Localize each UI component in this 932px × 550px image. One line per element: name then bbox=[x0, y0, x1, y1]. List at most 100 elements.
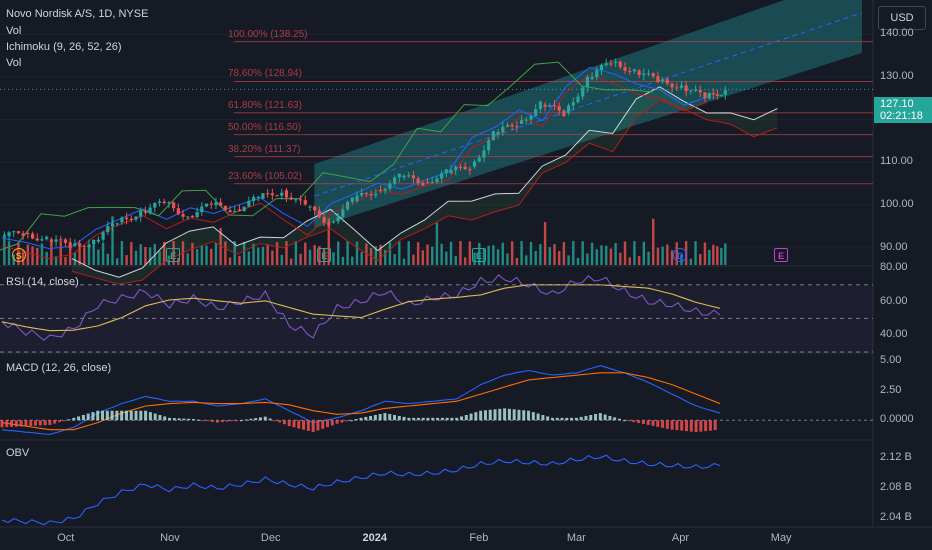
event-marker-e[interactable]: E bbox=[774, 248, 789, 262]
fib-label-2: 61.80% (121.63) bbox=[228, 99, 302, 111]
macd-histogram-bar bbox=[474, 412, 478, 421]
macd-histogram-bar bbox=[19, 420, 23, 427]
volume-bar bbox=[163, 241, 166, 265]
candle-body bbox=[73, 243, 77, 246]
volume-bar bbox=[36, 247, 39, 265]
volume-bar bbox=[670, 250, 674, 265]
event-marker-s[interactable]: S bbox=[11, 248, 26, 262]
macd-histogram-bar bbox=[440, 417, 444, 421]
candle-body bbox=[491, 131, 495, 141]
indicator-ichimoku-label[interactable]: Ichimoku (9, 26, 52, 26) bbox=[6, 41, 122, 53]
rsi-axis-tick: 80.00 bbox=[880, 261, 908, 273]
macd-histogram-bar bbox=[364, 416, 368, 421]
currency-button[interactable]: USD bbox=[878, 6, 926, 30]
macd-histogram-bar bbox=[507, 408, 511, 421]
indicator-vol-label-2[interactable]: Vol bbox=[6, 57, 22, 69]
volume-bar bbox=[520, 241, 523, 265]
volume-bar bbox=[351, 256, 354, 265]
volume-bar bbox=[384, 249, 387, 265]
event-marker-d[interactable]: D bbox=[673, 248, 688, 262]
macd-histogram-bar bbox=[10, 420, 14, 427]
macd-histogram-bar bbox=[153, 413, 157, 421]
volume-bar bbox=[134, 250, 138, 265]
macd-pane-label[interactable]: MACD (12, 26, close) bbox=[6, 362, 112, 374]
volume-bar bbox=[595, 249, 599, 265]
volume-bar bbox=[97, 249, 100, 265]
volume-bar bbox=[623, 241, 627, 265]
candle-body bbox=[204, 203, 209, 207]
macd-histogram-bar bbox=[24, 420, 28, 427]
candle-body bbox=[63, 239, 68, 243]
macd-histogram-bar bbox=[67, 419, 71, 421]
macd-histogram-bar bbox=[617, 418, 621, 421]
volume-bar bbox=[261, 246, 265, 265]
indicator-vol-label[interactable]: Vol bbox=[6, 25, 22, 37]
macd-histogram-bar bbox=[354, 419, 358, 421]
event-marker-e[interactable]: E bbox=[166, 248, 181, 262]
candle-body bbox=[251, 197, 256, 201]
volume-bar bbox=[64, 257, 67, 265]
macd-histogram-bar bbox=[594, 414, 598, 421]
candle-body bbox=[661, 79, 665, 82]
volume-bar bbox=[318, 246, 321, 265]
volume-bar bbox=[224, 241, 227, 265]
candle-body bbox=[416, 178, 420, 183]
macd-histogram-bar bbox=[158, 414, 162, 421]
macd-histogram-bar bbox=[632, 420, 636, 423]
candle-body bbox=[350, 197, 354, 202]
candle-body bbox=[313, 206, 317, 211]
candle-body bbox=[2, 236, 6, 238]
candle-body bbox=[331, 221, 336, 223]
candle-body bbox=[543, 104, 547, 107]
rsi-axis-tick: 40.00 bbox=[880, 328, 908, 341]
volume-bar bbox=[346, 241, 349, 265]
volume-bar bbox=[492, 245, 495, 265]
candle-body bbox=[534, 109, 538, 116]
volume-bar bbox=[703, 242, 707, 265]
candle-body bbox=[298, 199, 303, 201]
macd-histogram-bar bbox=[77, 416, 81, 421]
macd-histogram-bar bbox=[287, 420, 291, 427]
macd-histogram-bar bbox=[378, 414, 382, 421]
obv-pane-label[interactable]: OBV bbox=[6, 447, 30, 459]
macd-histogram-bar bbox=[546, 416, 550, 421]
price-axis-tick: 140.00 bbox=[880, 27, 914, 40]
macd-histogram-bar bbox=[493, 409, 497, 421]
volume-bar bbox=[172, 241, 175, 265]
volume-bar bbox=[562, 241, 566, 265]
macd-histogram-bar bbox=[330, 420, 334, 426]
volume-bar bbox=[186, 253, 189, 265]
macd-histogram-bar bbox=[483, 410, 487, 421]
candle-body bbox=[49, 239, 53, 242]
volume-bar bbox=[87, 245, 91, 265]
candle-body bbox=[501, 126, 505, 132]
candle-body bbox=[595, 70, 599, 78]
volume-bar bbox=[605, 245, 608, 265]
candle-body bbox=[7, 232, 11, 237]
macd-histogram-bar bbox=[129, 410, 133, 421]
volume-bar bbox=[473, 252, 476, 265]
macd-histogram-bar bbox=[531, 412, 535, 421]
macd-histogram-bar bbox=[302, 420, 306, 430]
event-marker-e[interactable]: E bbox=[317, 248, 332, 262]
macd-histogram-bar bbox=[598, 413, 602, 421]
candle-body bbox=[40, 239, 44, 241]
candle-body bbox=[294, 199, 298, 201]
candle-body bbox=[646, 73, 651, 75]
time-axis-tick: May bbox=[770, 532, 792, 544]
macd-histogram-bar bbox=[460, 416, 464, 421]
rsi-pane-label[interactable]: RSI (14, close) bbox=[6, 276, 79, 288]
volume-bar bbox=[83, 248, 86, 265]
macd-histogram-bar bbox=[665, 420, 669, 429]
macd-histogram-bar bbox=[235, 420, 239, 422]
volume-bar bbox=[73, 252, 77, 265]
macd-histogram-bar bbox=[282, 420, 286, 425]
event-marker-e[interactable]: E bbox=[471, 248, 486, 262]
volume-bar bbox=[633, 241, 636, 265]
candle-body bbox=[233, 210, 237, 213]
candle-body bbox=[618, 61, 622, 68]
obv-axis-tick: 2.04 B bbox=[880, 511, 912, 524]
volume-bar bbox=[548, 247, 551, 265]
candle-body bbox=[172, 202, 176, 209]
